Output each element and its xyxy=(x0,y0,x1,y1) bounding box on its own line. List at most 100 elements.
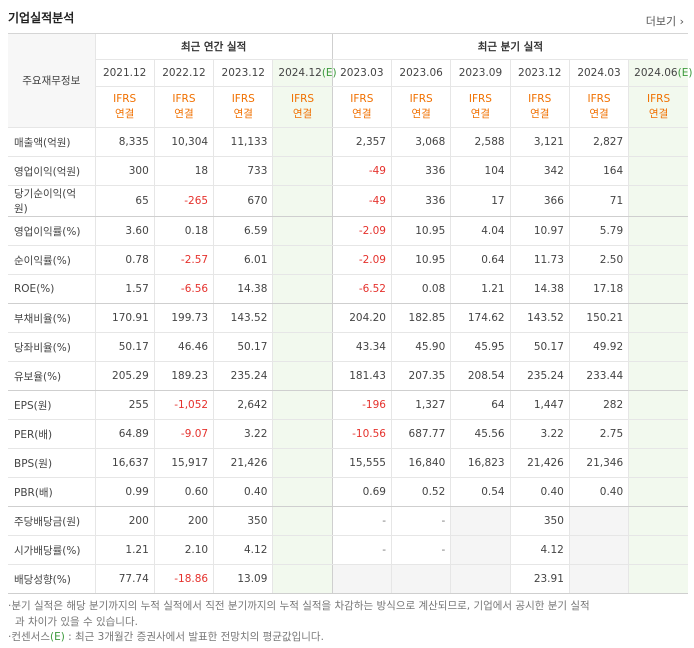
header-row: 주요재무정보 최근 연간 실적 최근 분기 실적 xyxy=(8,33,688,128)
row-label: 시가배당률(%) xyxy=(8,535,95,565)
value-cell: -2.09 xyxy=(331,216,392,246)
period-text: 2023.03 xyxy=(340,67,384,79)
standard: IFRS xyxy=(528,93,552,105)
value-cell: 233.44 xyxy=(568,361,629,391)
period: 2024.03 xyxy=(568,59,629,87)
value-cell: 0.60 xyxy=(153,477,214,507)
scope: 연결 xyxy=(589,108,609,120)
value-cell: 43.34 xyxy=(331,332,392,362)
data-row: 주당배당금(원) 200 200 350- -350 xyxy=(8,506,688,536)
value-cell: 1,447 xyxy=(509,390,570,420)
value-cell: -6.52 xyxy=(331,274,392,304)
value-cell: -2.57 xyxy=(153,245,214,275)
row-label: PER(배) xyxy=(8,419,95,449)
row-label: 주당배당금(원) xyxy=(8,506,95,536)
value-cell: 2.75 xyxy=(568,419,629,449)
value-cell: 4.12 xyxy=(213,535,273,565)
standard: IFRS xyxy=(113,93,137,105)
row-label: EPS(원) xyxy=(8,390,95,420)
value-cell xyxy=(390,564,451,594)
scope: 연결 xyxy=(114,108,135,120)
row-label: BPS(원) xyxy=(8,448,95,478)
note: 분기 실적은 해당 분기까지의 누적 실적에서 직전 분기까지의 누적 실적을 … xyxy=(8,599,598,630)
value-cell xyxy=(628,332,688,362)
value-cell: 21,346 xyxy=(568,448,629,478)
value-cell: 6.59 xyxy=(213,216,273,246)
value-cell: 21,426 xyxy=(213,448,273,478)
value-cell: 1.57 xyxy=(94,274,155,304)
value-cell: 64 xyxy=(450,390,511,420)
basis: IFRS 연결 xyxy=(509,86,570,128)
value-cell xyxy=(628,477,688,507)
value-cell: -265 xyxy=(153,185,214,217)
period-text: 2024.12 xyxy=(278,67,322,79)
value-cell: 0.78 xyxy=(94,245,155,275)
value-cell xyxy=(272,332,333,362)
section-title: 기업실적분석 xyxy=(8,11,75,25)
value-cell: 199.73 xyxy=(153,303,214,333)
value-cell: 16,823 xyxy=(450,448,511,478)
value-cell: 21,426 xyxy=(509,448,570,478)
value-cell: 64.89 xyxy=(94,419,155,449)
period: 2021.12 xyxy=(94,59,155,87)
data-row: 순이익률(%) 0.78 -2.57 6.01 -2.09 10.95 0.64 11.73 2… xyxy=(8,245,688,275)
basis: IFRS 연결 xyxy=(628,86,688,128)
scope: 연결 xyxy=(530,108,550,120)
data-row: 배당성향(%) 77.74 -18.86 13.09 23.91 xyxy=(8,564,688,594)
value-cell: 2.10 xyxy=(153,535,214,565)
value-cell: 104 xyxy=(450,156,511,186)
period: 2023.06 xyxy=(390,59,451,87)
value-cell xyxy=(628,274,688,304)
basis: IFRS 연결 xyxy=(331,86,392,128)
value-cell xyxy=(272,216,333,246)
period: 2024.12(E) xyxy=(272,59,337,87)
value-cell: - xyxy=(390,535,451,565)
value-cell: 45.90 xyxy=(390,332,451,362)
period: 2023.09 xyxy=(450,59,511,87)
value-cell: -1,052 xyxy=(153,390,214,420)
value-cell xyxy=(272,245,333,275)
value-cell xyxy=(272,419,333,449)
value-cell xyxy=(628,419,688,449)
standard: IFRS xyxy=(647,93,671,105)
value-cell: 164 xyxy=(568,156,629,186)
notes: 분기 실적은 해당 분기까지의 누적 실적에서 직전 분기까지의 누적 실적을 … xyxy=(8,599,598,646)
value-cell: 2,588 xyxy=(450,127,511,157)
row-label: 영업이익률(%) xyxy=(8,216,95,246)
value-cell: 0.18 xyxy=(153,216,214,246)
value-cell: 18 xyxy=(153,156,214,186)
value-cell: 4.04 xyxy=(450,216,511,246)
value-cell xyxy=(450,564,511,594)
value-cell: 0.52 xyxy=(390,477,451,507)
value-cell: 45.56 xyxy=(450,419,511,449)
value-cell: 0.54 xyxy=(450,477,511,507)
value-cell: -10.56 xyxy=(331,419,392,449)
value-cell: - xyxy=(331,535,392,565)
value-cell xyxy=(628,156,688,186)
value-cell: 0.40 xyxy=(213,477,273,507)
value-cell: 208.54 xyxy=(450,361,511,391)
period-text: 2023.12 xyxy=(518,67,562,79)
note: 컨센서스(E) : 최근 3개월간 증권사에서 발표한 전망치의 평균값입니다. xyxy=(8,630,598,646)
value-cell: 15,917 xyxy=(153,448,214,478)
data-row: 당기순이익(억원) 65 -265 670 -49 336 17 366 71 xyxy=(8,185,688,217)
value-cell: 6.01 xyxy=(213,245,273,275)
value-cell: 50.17 xyxy=(94,332,155,362)
value-cell: 2,357 xyxy=(331,127,392,157)
value-cell: 10.95 xyxy=(390,245,451,275)
value-cell xyxy=(628,448,688,478)
value-cell: 205.29 xyxy=(94,361,155,391)
value-cell xyxy=(628,506,688,536)
value-cell xyxy=(628,185,688,217)
value-cell xyxy=(272,156,333,186)
value-cell: 65 xyxy=(94,185,155,217)
row-label: 순이익률(%) xyxy=(8,245,95,275)
data-row: BPS(원) 16,637 15,917 21,426 15,555 16,840 16,8… xyxy=(8,448,688,478)
scope: 연결 xyxy=(292,108,313,120)
standard: IFRS xyxy=(468,93,492,105)
value-cell: 50.17 xyxy=(509,332,570,362)
value-cell: 336 xyxy=(390,185,451,217)
value-cell xyxy=(568,535,629,565)
more-link[interactable]: 더보기 xyxy=(646,13,684,29)
